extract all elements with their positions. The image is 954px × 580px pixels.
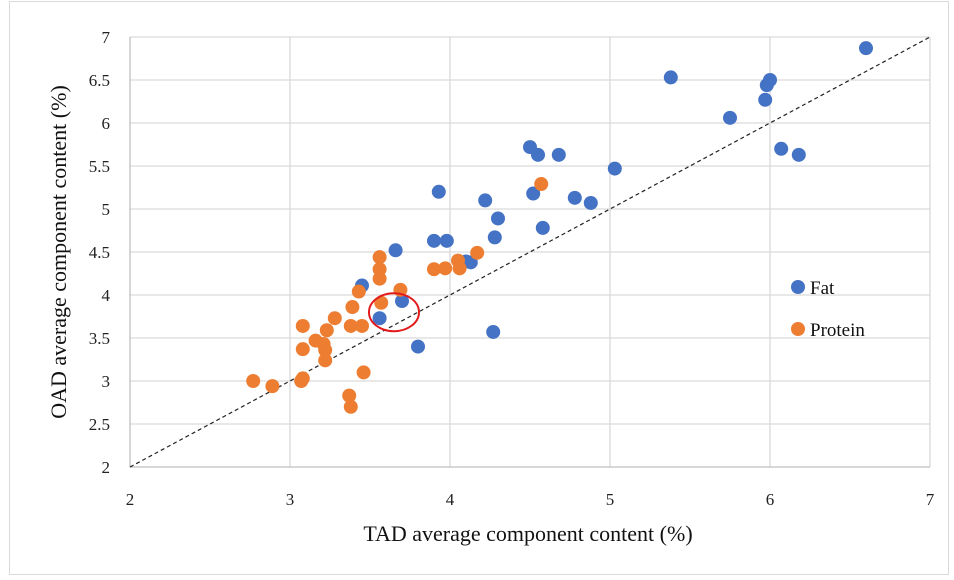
y-tick-label: 6.5 (89, 71, 110, 90)
protein-point (345, 300, 360, 315)
protein-point (318, 353, 333, 368)
protein-point (356, 365, 371, 380)
chart-frame (9, 1, 949, 575)
x-tick-label: 6 (766, 490, 775, 509)
x-tick-labels: 2 3 4 5 6 7 (126, 490, 935, 509)
protein-point (343, 399, 358, 414)
data-points (246, 41, 873, 414)
protein-point (319, 323, 334, 338)
y-tick-labels: 2 2.5 3 3.5 4 4.5 5 5.5 6 6.5 7 (89, 28, 111, 477)
protein-point (294, 374, 309, 388)
protein-point (295, 318, 310, 333)
fat-point (774, 141, 789, 156)
axes (129, 37, 930, 468)
protein-point (265, 379, 280, 394)
fat-point (431, 184, 446, 199)
y-tick-label: 5.5 (89, 157, 110, 176)
protein-point (318, 343, 333, 358)
y-tick-label: 4.5 (89, 243, 110, 262)
y-tick-label: 5 (102, 200, 111, 219)
reference-line (129, 36, 931, 468)
fat-point (551, 147, 566, 162)
y-axis-title: OAD average component content (%) (46, 85, 71, 419)
legend-marker-protein (791, 322, 805, 336)
x-tick-label: 4 (446, 490, 455, 509)
fat-point (372, 311, 387, 326)
x-tick-label: 5 (606, 490, 615, 509)
x-tick-label: 7 (926, 490, 935, 509)
fat-point (758, 92, 773, 107)
fat-point (411, 339, 425, 354)
legend: Fat Protein (791, 278, 865, 341)
x-tick-label: 3 (286, 490, 295, 509)
y-tick-label: 3 (102, 372, 111, 391)
y-tick-label: 2.5 (89, 415, 110, 434)
protein-point (246, 374, 261, 388)
fat-point (486, 324, 501, 339)
x-axis-title: TAD average component content (%) (363, 521, 692, 546)
protein-point (452, 261, 467, 276)
highlight-group (368, 292, 420, 333)
fat-point (583, 195, 598, 210)
y-tick-label: 4 (102, 286, 111, 305)
fat-point (487, 230, 502, 245)
fat-point (427, 233, 441, 248)
fat-point (439, 233, 454, 248)
protein-point (327, 311, 342, 326)
fat-point (395, 294, 409, 309)
x-tick-label: 2 (126, 490, 135, 509)
grid-lines (130, 36, 931, 467)
protein-point (372, 271, 387, 286)
highlight-ellipse (368, 292, 420, 333)
legend-label-protein: Protein (810, 320, 865, 341)
fat-point (759, 78, 774, 93)
fat-point (478, 193, 493, 208)
protein-point (470, 245, 485, 260)
fat-point (491, 211, 505, 226)
protein-point (351, 284, 366, 299)
fat-point (607, 161, 622, 176)
protein-point (372, 250, 387, 265)
fat-point (791, 147, 806, 162)
protein-point (355, 318, 369, 333)
y-tick-label: 6 (102, 114, 111, 133)
protein-point (343, 318, 358, 333)
protein-point (438, 261, 453, 276)
y-tick-label: 3.5 (89, 329, 110, 348)
y-tick-label: 7 (102, 28, 111, 47)
protein-point (374, 295, 389, 310)
fat-point (859, 41, 873, 56)
fat-point (388, 243, 403, 258)
protein-point (427, 262, 441, 277)
legend-label-fat: Fat (810, 278, 835, 299)
fat-point (567, 190, 582, 205)
fat-point (531, 147, 545, 162)
fat-point (526, 186, 541, 201)
protein-point (295, 342, 310, 357)
fat-point (663, 70, 678, 85)
legend-marker-fat (791, 280, 805, 294)
protein-point (534, 177, 549, 192)
fat-point (535, 220, 550, 235)
protein-point (342, 388, 357, 403)
fat-point (723, 110, 737, 125)
reference-line-group (129, 36, 931, 468)
y-tick-label: 2 (102, 458, 111, 477)
